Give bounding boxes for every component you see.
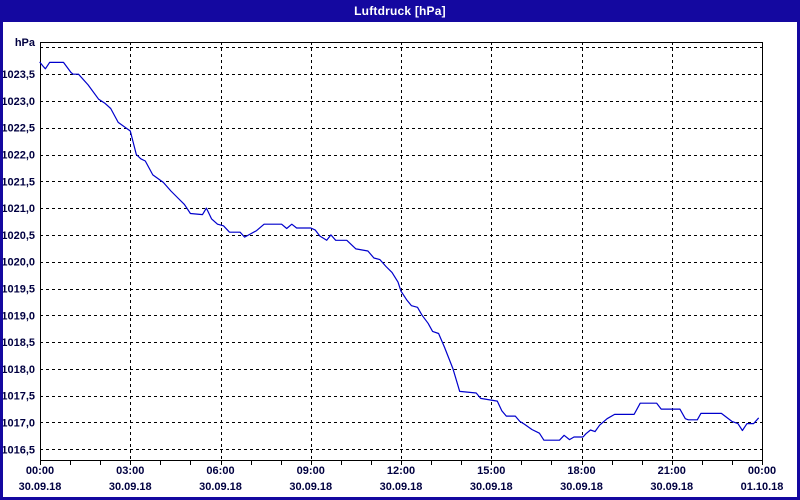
x-tick-time-label: 03:00	[116, 465, 144, 477]
window-title: Luftdruck [hPa]	[354, 4, 446, 18]
y-axis-unit-label: hPa	[15, 37, 36, 49]
y-tick-label: 1022,0	[3, 150, 35, 162]
y-tick-label: 1023,5	[3, 69, 35, 81]
y-tick-label: 1016,5	[3, 444, 35, 456]
x-tick-date-label: 30.09.18	[199, 481, 242, 493]
y-tick-label: 1017,0	[3, 417, 35, 429]
x-tick-date-label: 30.09.18	[380, 481, 423, 493]
y-tick-label: 1021,0	[3, 203, 35, 215]
y-tick-label: 1021,5	[3, 176, 35, 188]
x-tick-date-label: 30.09.18	[19, 481, 62, 493]
x-tick-time-label: 00:00	[26, 465, 54, 477]
x-tick-date-label: 30.09.18	[289, 481, 332, 493]
title-bar: Luftdruck [hPa]	[0, 0, 800, 22]
y-tick-label: 1020,5	[3, 230, 35, 242]
axis-labels: 1023,5 1023,0 1022,5 1022,0 1021,5 1021,0 1020…	[1, 37, 784, 493]
y-tick-label: 1022,5	[3, 123, 35, 135]
x-tick-date-label: 30.09.18	[560, 481, 603, 493]
plot-frame	[40, 42, 763, 461]
pressure-series-line	[39, 61, 760, 441]
x-tick-time-label: 21:00	[658, 465, 686, 477]
x-tick-date-label: 01.10.18	[741, 481, 784, 493]
x-tick-date-label: 30.09.18	[650, 481, 693, 493]
x-tick-time-label: 12:00	[387, 465, 415, 477]
y-tick-label: 1018,5	[3, 337, 35, 349]
x-tick-time-label: 09:00	[297, 465, 325, 477]
chart-panel: 1023,5 1023,0 1022,5 1022,0 1021,5 1021,0 1020…	[1, 22, 797, 497]
x-tick-date-label: 30.09.18	[470, 481, 513, 493]
x-tick-date-label: 30.09.18	[109, 481, 152, 493]
pressure-line-chart: 1023,5 1023,0 1022,5 1022,0 1021,5 1021,0 1020…	[1, 37, 784, 493]
x-tick-time-label: 00:00	[748, 465, 776, 477]
y-tick-label: 1019,5	[3, 284, 35, 296]
y-tick-label: 1023,0	[3, 96, 35, 108]
y-tick-label: 1019,0	[3, 310, 35, 322]
y-tick-label: 1020,0	[3, 257, 35, 269]
x-tick-time-label: 15:00	[477, 465, 505, 477]
y-tick-label: 1018,0	[3, 364, 35, 376]
y-tick-label: 1017,5	[3, 391, 35, 403]
x-tick-time-label: 18:00	[567, 465, 595, 477]
gridlines	[40, 42, 762, 460]
x-tick-time-label: 06:00	[206, 465, 234, 477]
